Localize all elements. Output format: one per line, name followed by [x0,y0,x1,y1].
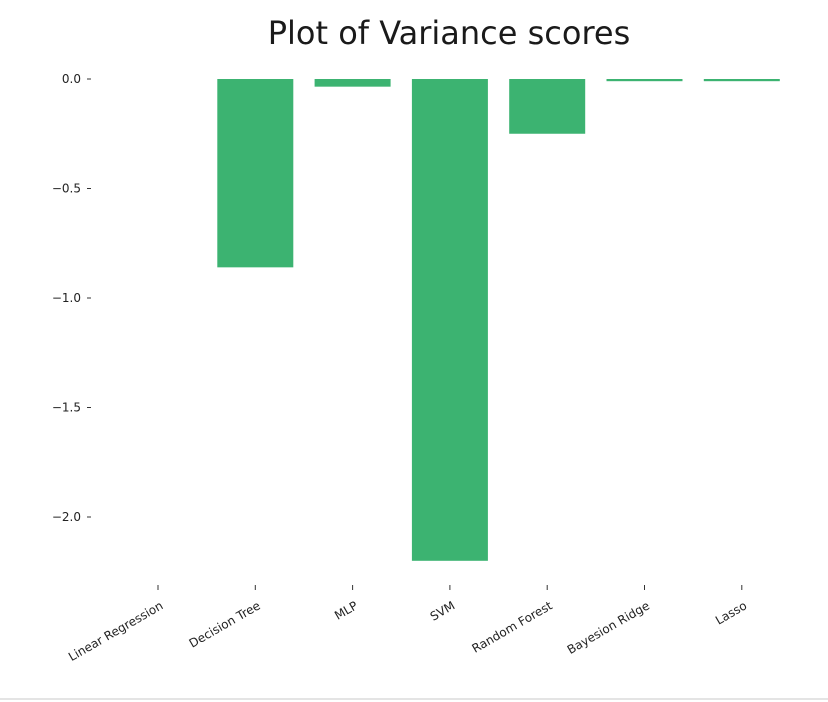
y-axis: 0.0 −0.5 −1.0 −1.5 −2.0 [52,72,91,524]
bar [217,79,294,268]
bar [411,79,488,561]
bottom-divider [0,698,828,700]
bar [509,79,586,134]
y-tick-label: −1.5 [52,401,81,415]
y-tick-label: 0.0 [62,72,81,86]
bars [217,79,780,561]
bar [314,79,391,87]
y-tick-label: −2.0 [52,510,81,524]
x-axis: Linear Regression Decision Tree MLP SVM Rand… [66,585,749,664]
x-tick-label: Decision Tree [187,598,263,650]
x-tick-label: SVM [428,598,458,623]
y-tick-label: −0.5 [52,182,81,196]
x-tick-label: Bayesion Ridge [565,598,652,656]
x-tick-label: Lasso [713,598,749,627]
chart-title: Plot of Variance scores [268,14,631,52]
y-tick-label: −1.0 [52,291,81,305]
x-tick-label: Linear Regression [66,598,165,663]
bar [606,79,683,82]
x-tick-label: Random Forest [469,598,554,655]
bar [703,79,780,82]
x-tick-label: MLP [332,598,360,622]
